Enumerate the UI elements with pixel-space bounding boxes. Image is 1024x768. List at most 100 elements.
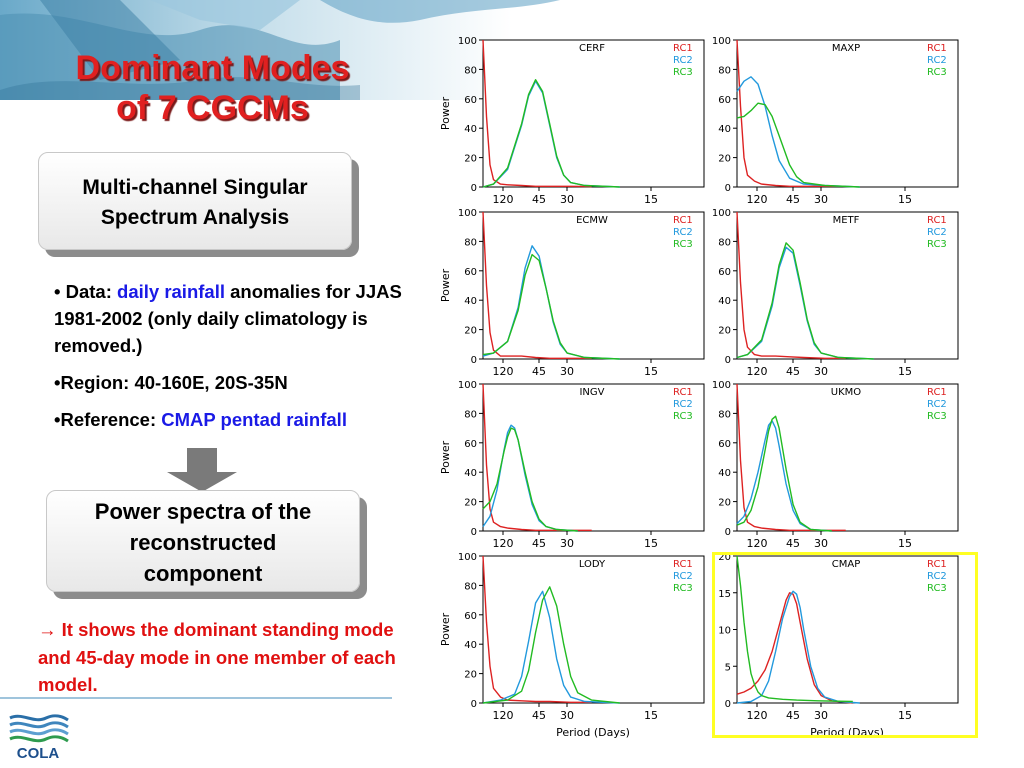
bullet-data-rest: anomalies for JJAS 1981-2002 (only daily… (54, 281, 402, 356)
legend-rc3: RC3 (673, 411, 693, 422)
result-box-line-1: Power spectra of the (94, 499, 312, 524)
y-tick-label: 0 (471, 183, 477, 194)
x-tick-label: 45 (532, 193, 546, 206)
y-tick-label: 0 (471, 355, 477, 366)
bullet-data-label: • Data: (54, 281, 118, 302)
y-tick-label: 5 (725, 662, 731, 673)
series-line-rc3 (482, 79, 620, 188)
down-arrow-icon (167, 448, 237, 492)
series-line-rc1 (736, 592, 853, 704)
legend-rc3: RC3 (927, 67, 947, 78)
x-tick-label: 15 (644, 193, 658, 206)
y-tick-label: 100 (458, 552, 477, 563)
x-tick-label: 120 (747, 193, 768, 206)
y-tick-label: 80 (464, 237, 477, 248)
x-tick-label: 45 (786, 365, 800, 378)
x-axis-label: Period (Days) (556, 726, 630, 739)
x-tick-label: 30 (814, 193, 828, 206)
plot-frame-lody (482, 555, 705, 704)
plot-frame-cmap (736, 555, 959, 704)
series-line-rc3 (736, 415, 832, 532)
panel-title-ukmo: UKMO (831, 387, 862, 398)
x-tick-label: 120 (747, 537, 768, 550)
y-tick-label: 100 (712, 36, 731, 47)
bullet-reference-highlight: CMAP pentad rainfall (161, 409, 347, 430)
legend-rc1: RC1 (927, 215, 947, 226)
y-tick-label: 80 (718, 409, 731, 420)
x-tick-label: 15 (898, 537, 912, 550)
bullet-reference-label: •Reference: (54, 409, 162, 430)
y-tick-label: 20 (464, 670, 477, 681)
y-tick-label: 15 (718, 589, 731, 600)
series-line-rc3 (736, 555, 853, 703)
x-tick-label: 15 (898, 709, 912, 722)
legend-rc3: RC3 (673, 67, 693, 78)
y-tick-label: 20 (718, 154, 731, 165)
x-tick-label: 15 (644, 709, 658, 722)
y-axis-label: Power (439, 440, 452, 474)
plot-frame-maxp (736, 39, 959, 188)
x-tick-label: 30 (560, 709, 574, 722)
y-tick-label: 80 (464, 581, 477, 592)
series-line-rc2 (736, 590, 860, 704)
legend-rc1: RC1 (673, 559, 693, 570)
y-tick-label: 40 (718, 124, 731, 135)
series-line-rc3 (736, 102, 860, 188)
panel-title-lody: LODY (579, 559, 606, 570)
y-tick-label: 60 (718, 439, 731, 450)
series-line-rc3 (482, 586, 620, 704)
y-tick-label: 60 (464, 95, 477, 106)
x-tick-label: 45 (532, 709, 546, 722)
y-tick-label: 20 (464, 326, 477, 337)
cola-logo: COLA (9, 714, 69, 762)
x-tick-label: 120 (493, 537, 514, 550)
y-tick-label: 80 (464, 65, 477, 76)
series-line-rc1 (482, 211, 592, 359)
panel-title-maxp: MAXP (832, 43, 860, 54)
legend-rc2: RC2 (673, 571, 693, 582)
result-box: Power spectra of the reconstructed compo… (46, 490, 360, 592)
legend-rc2: RC2 (927, 227, 947, 238)
legend-rc3: RC3 (927, 411, 947, 422)
divider-line (0, 697, 392, 699)
y-tick-label: 80 (718, 237, 731, 248)
panel-title-ecmw: ECMW (576, 215, 608, 226)
y-tick-label: 20 (464, 498, 477, 509)
legend-rc2: RC2 (927, 55, 947, 66)
y-axis-label: Power (439, 96, 452, 130)
result-box-line-3: component (143, 561, 263, 586)
panel-title-cmap: CMAP (832, 559, 860, 570)
x-tick-label: 45 (786, 709, 800, 722)
y-tick-label: 100 (458, 208, 477, 219)
y-axis-label: Power (439, 268, 452, 302)
legend-rc3: RC3 (927, 583, 947, 594)
y-tick-label: 80 (464, 409, 477, 420)
y-tick-label: 40 (718, 468, 731, 479)
panel-title-cerf: CERF (579, 43, 605, 54)
plot-frame-metf (736, 211, 959, 360)
x-tick-label: 15 (898, 365, 912, 378)
x-tick-label: 120 (493, 709, 514, 722)
legend-rc2: RC2 (673, 55, 693, 66)
y-tick-label: 100 (458, 36, 477, 47)
panel-title-ingv: INGV (579, 387, 604, 398)
bullet-region: •Region: 40-160E, 20S-35N (54, 372, 288, 393)
y-tick-label: 60 (718, 95, 731, 106)
series-line-rc3 (482, 253, 620, 360)
bullet-data-highlight: daily rainfall (117, 281, 225, 302)
y-tick-label: 60 (464, 611, 477, 622)
y-tick-label: 0 (725, 355, 731, 366)
y-tick-label: 0 (471, 527, 477, 538)
legend-rc1: RC1 (927, 387, 947, 398)
legend-rc1: RC1 (927, 43, 947, 54)
series-line-rc1 (482, 383, 592, 531)
title-line-2: of 7 CGCMs (116, 89, 309, 127)
y-tick-label: 80 (718, 65, 731, 76)
plot-frame-ukmo (736, 383, 959, 532)
x-tick-label: 120 (493, 193, 514, 206)
x-tick-label: 30 (560, 193, 574, 206)
series-line-rc2 (482, 590, 620, 704)
y-tick-label: 0 (725, 699, 731, 710)
x-tick-label: 120 (747, 709, 768, 722)
